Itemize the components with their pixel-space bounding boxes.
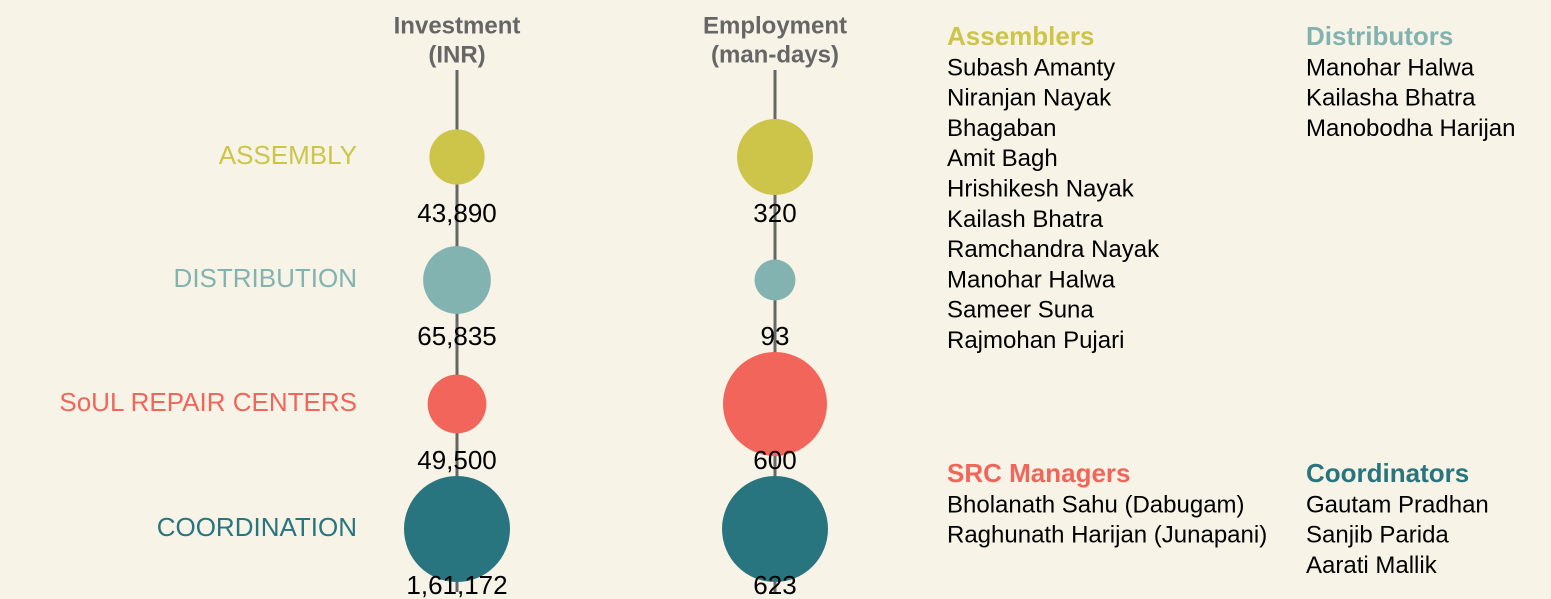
bubble [404, 476, 510, 582]
category-label: COORDINATION [157, 512, 357, 542]
bubble [423, 246, 491, 314]
member-name: Bholanath Sahu (Dabugam) [947, 491, 1245, 518]
value-label: 65,835 [417, 321, 497, 351]
bubble [429, 129, 485, 185]
member-name: Sanjib Parida [1306, 522, 1449, 549]
member-name: Subash Amanty [947, 54, 1115, 81]
column-unit: (INR) [428, 41, 485, 68]
bubble [722, 351, 828, 457]
member-name: Amit Bagh [947, 145, 1058, 172]
group-title: Distributors [1306, 21, 1453, 51]
bubble [427, 374, 487, 434]
group-title: Coordinators [1306, 458, 1469, 488]
value-label: 49,500 [417, 445, 497, 475]
column-header: Employment [703, 12, 847, 39]
column-unit: (man-days) [711, 41, 839, 68]
bubble [722, 476, 828, 582]
member-name: Gautam Pradhan [1306, 491, 1489, 518]
member-name: Sameer Suna [947, 297, 1094, 324]
value-label: 600 [753, 445, 796, 475]
member-name: Bhagaban [947, 115, 1056, 142]
bubble [754, 259, 796, 301]
group-title: SRC Managers [947, 458, 1131, 488]
member-name: Kailasha Bhatra [1306, 85, 1476, 112]
value-label: 93 [761, 321, 790, 351]
value-label: 320 [753, 198, 796, 228]
category-label: SoUL REPAIR CENTERS [59, 387, 357, 417]
value-label: 1,61,172 [406, 570, 507, 599]
value-label: 623 [753, 570, 796, 599]
member-name: Rajmohan Pujari [947, 327, 1124, 354]
member-name: Niranjan Nayak [947, 85, 1112, 112]
member-name: Raghunath Harijan (Junapani) [947, 522, 1267, 549]
member-name: Manohar Halwa [947, 266, 1116, 293]
category-label: ASSEMBLY [219, 140, 357, 170]
member-name: Hrishikesh Nayak [947, 176, 1135, 203]
member-name: Kailash Bhatra [947, 206, 1104, 233]
category-label: DISTRIBUTION [174, 263, 357, 293]
bubble [737, 119, 813, 195]
member-name: Aarati Mallik [1306, 552, 1438, 579]
column-header: Investment [394, 12, 521, 39]
member-name: Manohar Halwa [1306, 54, 1475, 81]
member-name: Manobodha Harijan [1306, 115, 1515, 142]
group-title: Assemblers [947, 21, 1094, 51]
value-label: 43,890 [417, 198, 497, 228]
member-name: Ramchandra Nayak [947, 236, 1160, 263]
